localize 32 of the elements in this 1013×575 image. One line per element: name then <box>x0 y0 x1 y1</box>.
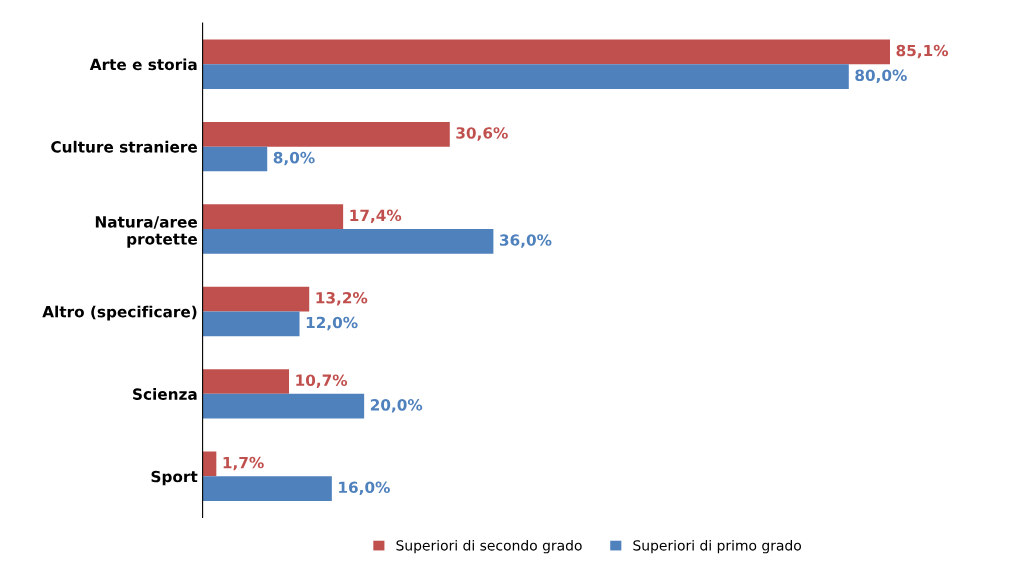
data-label: 30,6% <box>456 127 508 141</box>
bar <box>202 393 365 419</box>
data-label: 1,7% <box>223 456 264 471</box>
bar <box>202 229 494 254</box>
data-label: 80,0% <box>855 69 907 83</box>
y-tick-label: Arte e storia <box>89 58 197 71</box>
data-label: 16,0% <box>339 481 390 496</box>
data-label: 8,0% <box>273 151 315 166</box>
bar <box>202 64 849 89</box>
legend-label: Superiori di secondo grado <box>396 539 582 554</box>
bar <box>202 369 290 394</box>
data-label: 85,1% <box>896 44 949 59</box>
bar <box>202 286 310 312</box>
data-label: 12,0% <box>306 316 358 331</box>
y-tick-label: Altro (specificare) <box>42 305 197 321</box>
y-tick-label: Culture straniere <box>51 140 197 153</box>
y-tick-label: Scienza <box>133 388 197 400</box>
y-tick-label: Sport <box>151 470 198 486</box>
legend-label: Superiori di primo grado <box>633 539 801 554</box>
bar <box>202 451 217 477</box>
data-label: 10,7% <box>296 374 348 388</box>
bar <box>202 476 332 502</box>
data-label: 36,0% <box>499 234 552 248</box>
bar <box>202 121 450 147</box>
bar <box>202 146 268 172</box>
bar <box>202 39 890 65</box>
bar <box>202 311 300 337</box>
data-label: 13,2% <box>316 291 368 306</box>
y-tick-label: Natura/aree protette <box>95 216 197 248</box>
data-label: 20,0% <box>370 399 423 413</box>
bar <box>202 204 344 230</box>
data-label: 17,4% <box>350 209 402 224</box>
